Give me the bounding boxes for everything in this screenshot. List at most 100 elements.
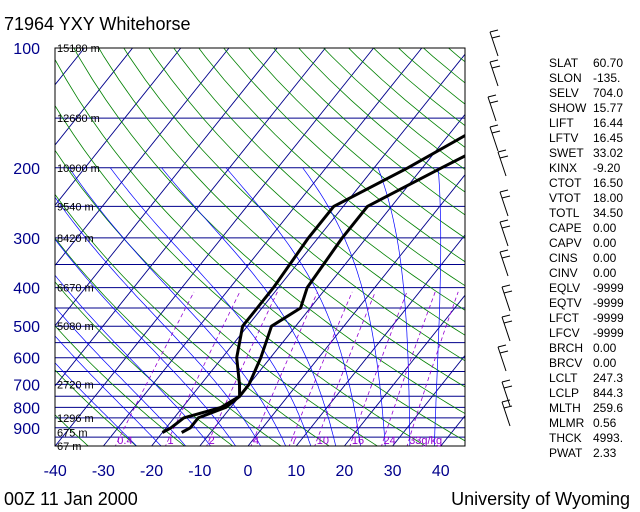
index-value: 33.02 [593,146,623,160]
isotherm-line [151,53,465,446]
dry-adiabat-line [73,48,465,415]
isotherm-line [295,234,465,446]
index-value: 16.45 [593,131,623,145]
wind-barb [503,320,513,324]
index-value: 18.00 [593,191,623,205]
mixing-ratio-label: 33g/kg [409,435,442,447]
dry-adiabat-line [323,48,465,170]
index-value: 0.00 [593,266,617,280]
mixing-ratio-line [114,291,195,446]
wind-barb [489,124,499,128]
moist-adiabat-line [161,167,337,446]
index-value: 34.50 [593,206,623,220]
dry-adiabat-line [55,281,234,446]
dry-adiabat-line [55,104,427,446]
index-key: BRCV [549,356,582,370]
index-value: 15.77 [593,101,623,115]
pressure-tick-label: 600 [13,351,40,368]
mixing-ratio-line [165,291,241,446]
moist-adiabat-line [377,167,411,446]
temperature-tick-label: 10 [287,463,305,480]
index-value: -9999 [593,311,624,325]
height-label: 6670 m [57,283,94,295]
mixing-ratio-label: 0.4 [117,435,132,447]
index-key: EQLV [549,281,580,295]
index-key: THCK [549,431,582,445]
index-value: 844.3 [593,386,623,400]
wind-barb [501,286,511,312]
mixing-ratio-label: 1 [167,435,173,447]
temperature-tick-label: 0 [244,463,253,480]
index-value: 0.00 [593,251,617,265]
index-key: LCLT [549,371,578,385]
mixing-ratio-label: 10 [317,435,329,447]
index-value: 0.00 [593,236,617,250]
mixing-ratio-label: 16 [352,435,364,447]
isotherm-line [344,294,465,446]
temperature-tick-label: 30 [384,463,402,480]
wind-barb [501,401,511,427]
mixing-ratio-label: 2 [209,435,215,447]
index-value: 16.50 [593,176,623,190]
pressure-tick-label: 300 [13,231,40,248]
wind-barb [499,221,509,247]
dry-adiabat-line [98,48,465,388]
wind-barb [487,96,497,122]
temperature-tick-label: -10 [188,463,211,480]
wind-barb [499,219,509,223]
dry-adiabat-line [55,414,89,446]
sounding-line [180,154,465,434]
wind-barb [497,149,507,153]
chart-title: 71964 YXY Whitehorse [4,14,190,34]
wind-barb [501,381,511,407]
wind-barb [487,94,497,98]
dry-adiabat-line [55,193,330,446]
pressure-axis: 100 200 300 400 500 600 700 800 900 [13,41,40,438]
isotherm-line [55,48,182,206]
isotherm-line [392,354,465,446]
mixing-ratio-line [206,291,278,446]
height-label: 5080 m [57,321,94,333]
mixing-ratio-line [314,291,376,446]
index-key: CINS [549,251,578,265]
height-label: 2720 m [57,379,94,391]
index-value: -9999 [593,326,624,340]
wind-barb [491,130,501,134]
pressure-tick-label: 500 [13,319,40,336]
wind-barb [491,65,501,69]
data-credit: University of Wyoming [451,489,630,509]
index-key: CAPE [549,221,582,235]
index-key: LFTV [549,131,578,145]
wind-barb [499,189,509,193]
moist-adiabat-line [55,238,237,446]
moist-adiabat-line [302,167,386,446]
index-key: SELV [549,86,579,100]
height-label: 9540 m [57,201,94,213]
index-key: LFCV [549,326,580,340]
index-value: 4993. [593,431,623,445]
index-key: MLTH [549,401,581,415]
isotherm-line [55,48,374,446]
height-label: 12680 m [57,113,100,125]
index-key: LFCT [549,311,580,325]
stability-indices: SLAT 60.70 SLON -135. SELV 704.0 SHOW 15.77 LIFT… [549,56,624,460]
temperature-tick-label: 40 [432,463,450,480]
isotherm-line [247,174,465,446]
temperature-axis: -40 -30 -20 -10 0 10 20 30 40 [44,463,450,480]
wind-barb [489,59,499,63]
wind-barb [497,151,507,177]
wind-barb [501,379,511,383]
mixing-ratio-line [406,291,459,446]
height-label: 15180 m [57,43,100,55]
pressure-tick-label: 700 [13,377,40,394]
index-key: SHOW [549,101,587,115]
wind-barb [499,155,509,159]
mixing-ratio-label: 24 [384,435,396,447]
index-value: -9999 [593,281,624,295]
temperature-tick-label: 20 [336,463,354,480]
mixing-ratio-line [349,291,408,446]
moist-adiabat-line [55,335,162,446]
index-value: 704.0 [593,86,623,100]
pressure-tick-label: 100 [13,41,40,58]
